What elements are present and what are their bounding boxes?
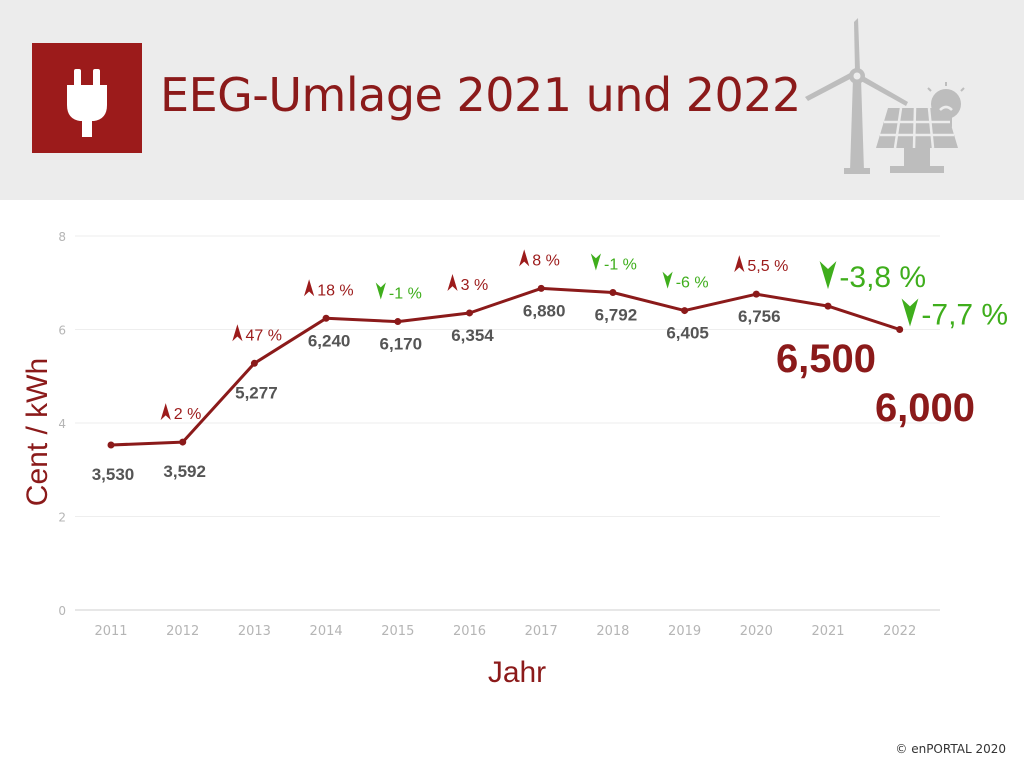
arrow-up-icon bbox=[447, 273, 458, 291]
y-axis-ticks: 0 2 4 6 8 bbox=[58, 230, 66, 618]
arrow-down-icon bbox=[901, 298, 919, 327]
change-annotation: 2 % bbox=[160, 403, 202, 423]
change-label: 8 % bbox=[532, 252, 560, 269]
arrow-up-icon bbox=[734, 255, 745, 273]
value-label: 6,792 bbox=[595, 305, 638, 324]
arrow-up-icon bbox=[519, 249, 530, 267]
data-point bbox=[394, 318, 402, 326]
data-point bbox=[466, 309, 473, 317]
arrow-up-icon bbox=[304, 279, 315, 297]
change-label: -3,8 % bbox=[839, 261, 926, 294]
copyright-notice: © enPORTAL 2020 bbox=[895, 742, 1006, 756]
series-line bbox=[109, 286, 902, 447]
y-axis-label: Cent / kWh bbox=[21, 358, 54, 506]
change-annotations: 2 % 47 % 18 % -1 % 3 % 8 % -1 % -6 % 5,5 % -3,8 %… bbox=[160, 249, 1008, 423]
change-annotation: 47 % bbox=[232, 324, 282, 344]
arrow-up-icon bbox=[232, 324, 243, 342]
x-tick-label: 2019 bbox=[668, 624, 701, 639]
value-label: 6,354 bbox=[451, 326, 494, 345]
data-point bbox=[250, 359, 258, 367]
value-label: 6,405 bbox=[666, 324, 709, 343]
change-label: -6 % bbox=[676, 275, 709, 292]
data-point bbox=[609, 288, 617, 296]
x-tick-label: 2014 bbox=[310, 624, 343, 639]
change-label: 18 % bbox=[317, 282, 353, 299]
change-annotation: 8 % bbox=[519, 249, 560, 269]
arrow-down-icon bbox=[375, 282, 386, 300]
change-label: 2 % bbox=[174, 406, 202, 423]
change-label: 5,5 % bbox=[747, 258, 788, 275]
change-annotation: -7,7 % bbox=[901, 298, 1008, 332]
series-line-path bbox=[109, 286, 902, 447]
x-tick-label: 2021 bbox=[811, 624, 844, 639]
value-label: 6,240 bbox=[308, 331, 351, 350]
x-tick-label: 2015 bbox=[381, 624, 414, 639]
data-point bbox=[896, 326, 904, 333]
y-tick-label: 2 bbox=[58, 511, 66, 525]
change-label: -7,7 % bbox=[921, 299, 1008, 332]
y-tick-label: 0 bbox=[58, 604, 66, 618]
x-tick-label: 2017 bbox=[525, 624, 558, 639]
data-point bbox=[107, 441, 115, 449]
change-annotation: -6 % bbox=[662, 271, 709, 292]
data-points bbox=[107, 284, 904, 449]
change-annotation: -1 % bbox=[375, 282, 422, 303]
change-label: 3 % bbox=[461, 277, 489, 294]
x-tick-label: 2013 bbox=[238, 624, 271, 639]
change-annotation: 3 % bbox=[447, 273, 489, 294]
header-banner: EEG-Umlage 2021 und 2022 bbox=[0, 0, 1024, 200]
change-annotation: -1 % bbox=[590, 253, 637, 273]
logo-box bbox=[32, 43, 142, 153]
value-label: 3,530 bbox=[92, 465, 135, 484]
x-axis-label: Jahr bbox=[488, 656, 546, 689]
value-label: 3,592 bbox=[163, 462, 206, 481]
wind-turbine-solar-panel-lightbulb-icon bbox=[805, 18, 965, 174]
value-label: 6,170 bbox=[380, 335, 423, 354]
value-label: 6,000 bbox=[875, 386, 975, 430]
data-point bbox=[752, 290, 760, 298]
x-tick-label: 2018 bbox=[596, 624, 629, 639]
data-point bbox=[537, 284, 545, 292]
x-tick-label: 2022 bbox=[883, 624, 916, 639]
page-title: EEG-Umlage 2021 und 2022 bbox=[160, 68, 801, 122]
x-tick-label: 2016 bbox=[453, 624, 486, 639]
value-label: 6,500 bbox=[776, 337, 876, 381]
x-tick-label: 2020 bbox=[740, 624, 773, 639]
value-label: 6,756 bbox=[738, 307, 781, 326]
change-label: -1 % bbox=[389, 286, 422, 303]
power-plug-icon bbox=[67, 69, 107, 137]
data-point bbox=[179, 438, 187, 446]
change-label: -1 % bbox=[604, 256, 637, 273]
y-tick-label: 8 bbox=[58, 230, 66, 244]
value-labels: 3,530 3,592 5,277 6,240 6,170 6,354 6,880 6,792… bbox=[92, 301, 975, 484]
value-label: 5,277 bbox=[235, 383, 278, 402]
data-point bbox=[322, 314, 330, 322]
value-label: 6,880 bbox=[523, 301, 566, 320]
arrow-up-icon bbox=[160, 403, 171, 421]
arrow-down-icon bbox=[819, 261, 837, 290]
change-label: 47 % bbox=[246, 327, 282, 344]
arrow-down-icon bbox=[662, 271, 673, 289]
change-annotation: 18 % bbox=[304, 279, 354, 299]
arrow-down-icon bbox=[590, 253, 601, 271]
gridlines bbox=[75, 235, 940, 611]
y-tick-label: 6 bbox=[58, 324, 66, 338]
x-tick-label: 2011 bbox=[94, 624, 127, 639]
data-point bbox=[681, 307, 689, 315]
change-annotation: 5,5 % bbox=[734, 255, 788, 275]
y-tick-label: 4 bbox=[58, 417, 66, 431]
x-axis-ticks: 2011 2012 2013 2014 2015 2016 2017 2018 2019 2020… bbox=[94, 624, 916, 639]
x-tick-label: 2012 bbox=[166, 624, 199, 639]
data-point bbox=[824, 302, 832, 310]
change-annotation: -3,8 % bbox=[819, 261, 926, 294]
